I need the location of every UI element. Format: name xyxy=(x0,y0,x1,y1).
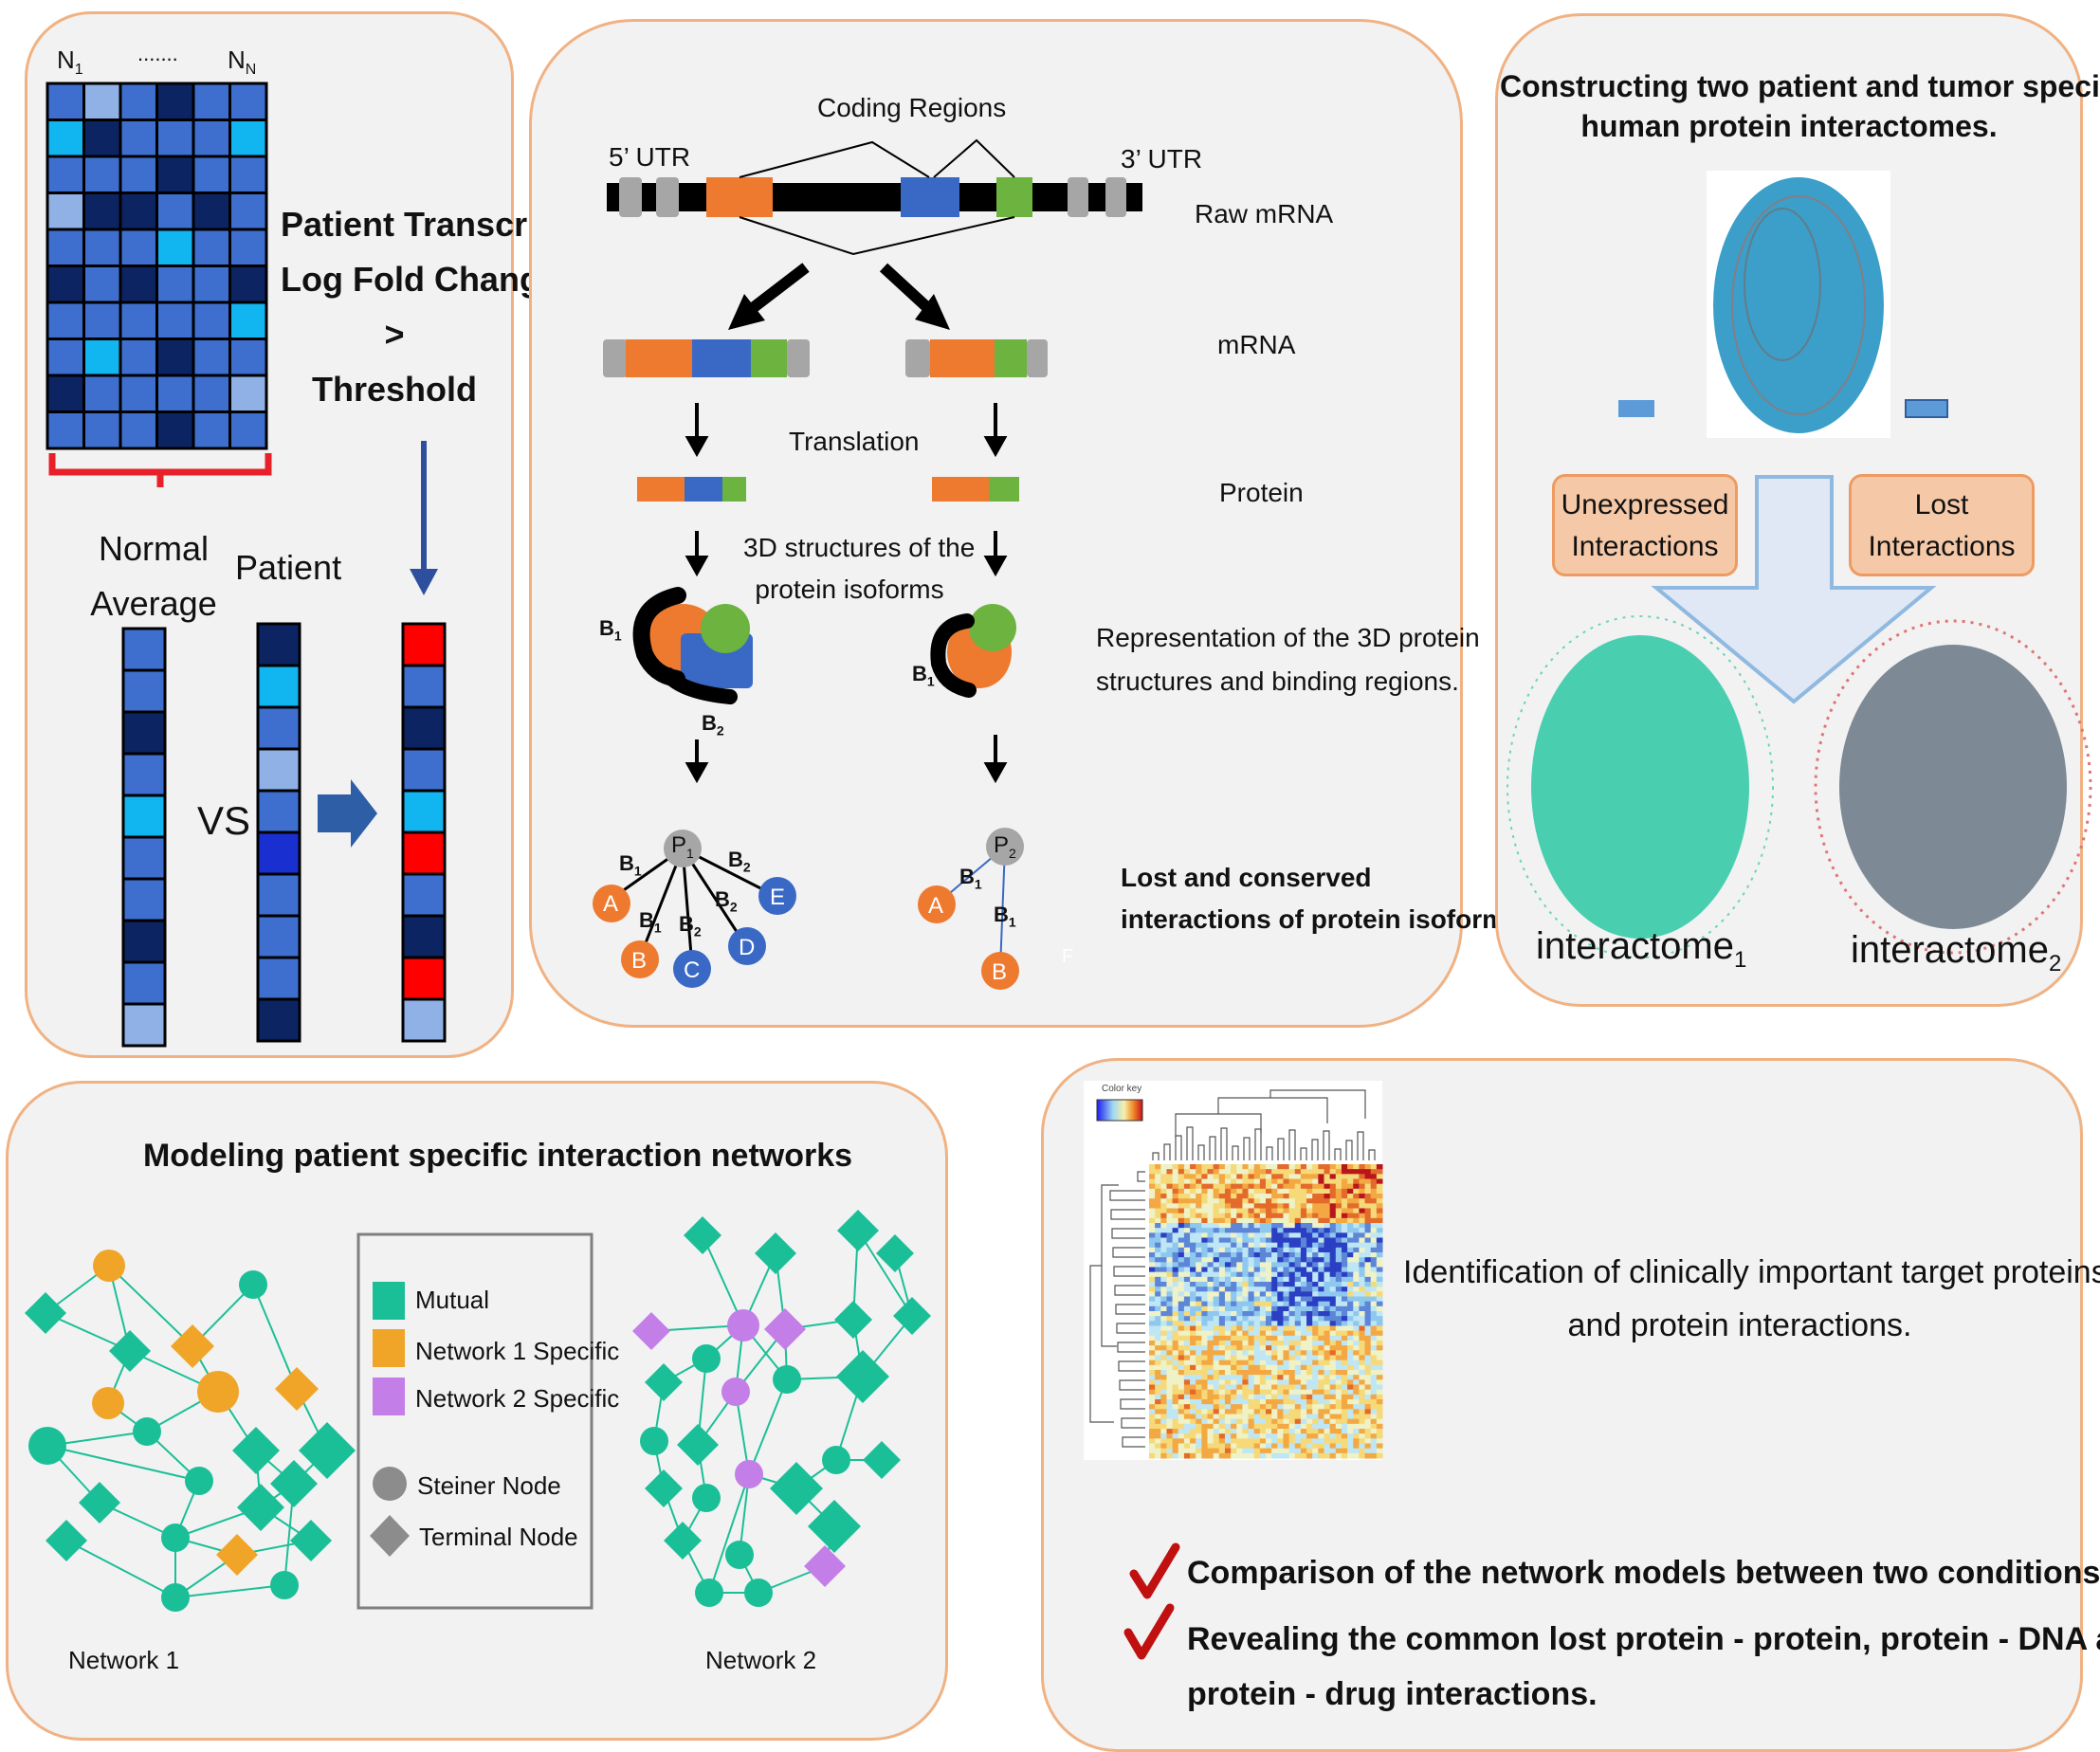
interactome2-label: interactome2 xyxy=(1851,929,2062,976)
legend-network2-specific: Network 2 Specific xyxy=(415,1384,620,1413)
mrna-label: mRNA xyxy=(1217,330,1296,359)
vs-label: VS xyxy=(197,798,251,843)
patient-label: Patient xyxy=(235,548,342,587)
binding-label-b1-left: B1 xyxy=(599,616,622,644)
interactome1-label: interactome1 xyxy=(1536,925,1747,973)
heatmap-label-first: N1 xyxy=(57,46,83,79)
coding-regions-label: Coding Regions xyxy=(817,93,1007,122)
edge-label-b1-b: B1 xyxy=(639,908,662,936)
legend-terminal-node: Terminal Node xyxy=(419,1523,578,1551)
color-key-label: Color key xyxy=(1102,1084,1142,1094)
legend-network1-specific: Network 1 Specific xyxy=(415,1337,620,1365)
edge-label-b2-e: B2 xyxy=(728,848,751,875)
heatmap-label-dots: ....... xyxy=(137,42,178,65)
utr5-label: 5’ UTR xyxy=(609,142,691,172)
lost-interactions-box: Lost Interactions xyxy=(1849,474,2035,576)
legend-steiner-node: Steiner Node xyxy=(417,1471,561,1500)
binding-label-b2-left: B2 xyxy=(702,711,724,739)
structures-label: 3D structures of the protein isoforms xyxy=(743,533,976,604)
panel3-title: Constructing two patient and tumor speci… xyxy=(1500,69,2100,143)
node-b-right: B xyxy=(992,959,1008,985)
protein-label: Protein xyxy=(1219,478,1304,507)
identification-text: Identification of clinically important t… xyxy=(1403,1254,2100,1343)
node-d-left: D xyxy=(739,935,756,960)
raw-mrna-label: Raw mRNA xyxy=(1195,199,1334,228)
representation-label: Representation of the 3D protein structur… xyxy=(1096,623,1480,696)
node-c-left: C xyxy=(684,958,701,983)
node-a-right: A xyxy=(928,893,944,919)
bullet-revealing: Revealing the common lost protein - prot… xyxy=(1187,1621,2100,1712)
unexpressed-interactions-box: Unexpressed Interactions xyxy=(1552,474,1738,576)
normal-average-label: Normal Average xyxy=(90,529,217,623)
edge-label-b1-a-right: B1 xyxy=(959,865,982,892)
edge-label-b2-d: B2 xyxy=(715,887,738,915)
edge-label-b2-c: B2 xyxy=(679,912,702,940)
legend-mutual: Mutual xyxy=(415,1286,490,1314)
translation-label: Translation xyxy=(789,427,920,456)
panel1-title: Patient Transcript Log Fold Change > Thr… xyxy=(281,205,570,409)
edge-label-b1-b-right: B1 xyxy=(994,903,1016,930)
node-e-left: E xyxy=(770,885,786,910)
binding-label-b1-right: B1 xyxy=(912,662,935,689)
node-p2: P2 xyxy=(994,832,1016,861)
node-a-left: A xyxy=(603,891,619,917)
stray-letter: F xyxy=(1062,946,1074,967)
network2-label: Network 2 xyxy=(705,1646,817,1674)
lost-conserved-label: Lost and conserved interactions of protei… xyxy=(1121,863,1528,934)
bullet-comparison: Comparison of the network models between… xyxy=(1187,1555,2100,1591)
node-b-left: B xyxy=(631,948,648,974)
edge-label-b1-a: B1 xyxy=(619,851,642,879)
network1-label: Network 1 xyxy=(68,1646,180,1674)
node-p1: P1 xyxy=(671,832,694,861)
panel4-title: Modeling patient specific interaction ne… xyxy=(142,1138,853,1174)
heatmap-label-last: NN xyxy=(228,46,257,79)
utr3-label: 3’ UTR xyxy=(1121,144,1203,173)
